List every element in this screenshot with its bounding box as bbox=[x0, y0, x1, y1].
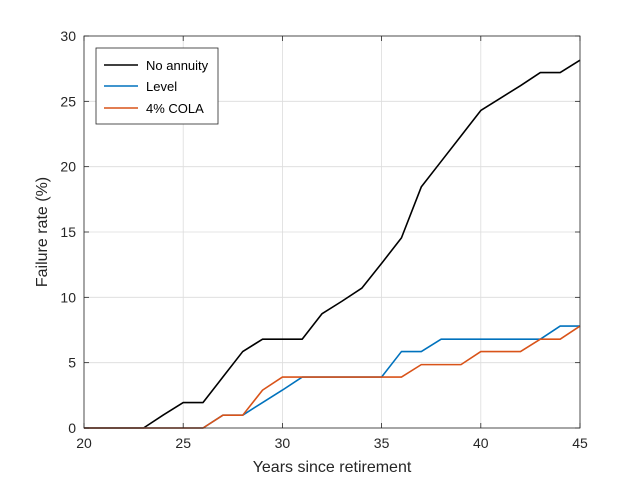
x-tick-label: 25 bbox=[175, 435, 191, 451]
x-tick-label: 20 bbox=[76, 435, 92, 451]
x-tick-label: 30 bbox=[275, 435, 291, 451]
y-tick-label: 25 bbox=[60, 93, 76, 109]
x-tick-label: 45 bbox=[572, 435, 588, 451]
grid-layer bbox=[83, 35, 581, 429]
x-tick-label: 40 bbox=[473, 435, 489, 451]
y-tick-label: 5 bbox=[68, 355, 76, 371]
y-axis-label: Failure rate (%) bbox=[34, 177, 51, 287]
y-tick-label: 15 bbox=[60, 224, 76, 240]
legend: No annuity Level 4% COLA bbox=[95, 47, 219, 125]
y-tick-label: 10 bbox=[60, 289, 76, 305]
series-line-no-annuity bbox=[84, 59, 581, 429]
x-tick-label: 35 bbox=[374, 435, 390, 451]
y-tick-label: 20 bbox=[60, 159, 76, 175]
legend-label-4pct-cola: 4% COLA bbox=[146, 101, 204, 116]
tick-layer: 20 25 30 35 40 45 0 5 10 15 20 25 30 bbox=[60, 28, 588, 451]
legend-label-level: Level bbox=[146, 79, 177, 94]
x-axis-label: Years since retirement bbox=[253, 459, 412, 476]
y-tick-label: 30 bbox=[60, 28, 76, 44]
y-tick-label: 0 bbox=[68, 420, 76, 436]
legend-label-no-annuity: No annuity bbox=[146, 58, 209, 73]
